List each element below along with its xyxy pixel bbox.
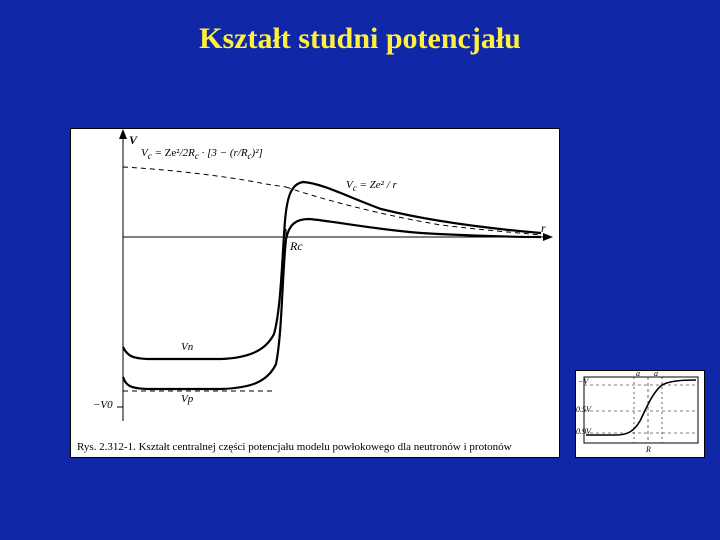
marker-minus-v0: −V0 <box>93 399 113 411</box>
figure-caption: Rys. 2.312-1. Kształt centralnej części … <box>77 441 512 453</box>
marker-vp: Vp <box>181 393 193 405</box>
y-axis-label: V <box>129 133 137 148</box>
marker-rc: Rc <box>290 239 303 254</box>
main-figure: V r Vc = Ze²/2Rc · [3 − (r/Rc)²] Vc = Ze… <box>70 128 560 458</box>
formula-vc-outside: Vc = Ze² / r <box>346 179 397 193</box>
formula-vc-inside: Vc = Ze²/2Rc · [3 − (r/Rc)²] <box>141 147 263 161</box>
woods-saxon-chart <box>576 371 706 459</box>
small-label-top: −V <box>578 377 588 386</box>
small-label-half: 0.5V <box>576 405 591 414</box>
page-title: Kształt studni potencjału <box>0 22 720 56</box>
small-label-r: R <box>646 445 651 454</box>
potential-well-chart <box>71 129 561 459</box>
x-axis-label: r <box>541 221 546 236</box>
small-label-bottom: 0.9V <box>576 427 591 436</box>
small-label-a-left: a <box>636 369 640 378</box>
small-label-a-right: a <box>654 369 658 378</box>
small-figure: −V 0.5V 0.9V R a a <box>575 370 705 458</box>
marker-vn: Vn <box>181 341 193 353</box>
